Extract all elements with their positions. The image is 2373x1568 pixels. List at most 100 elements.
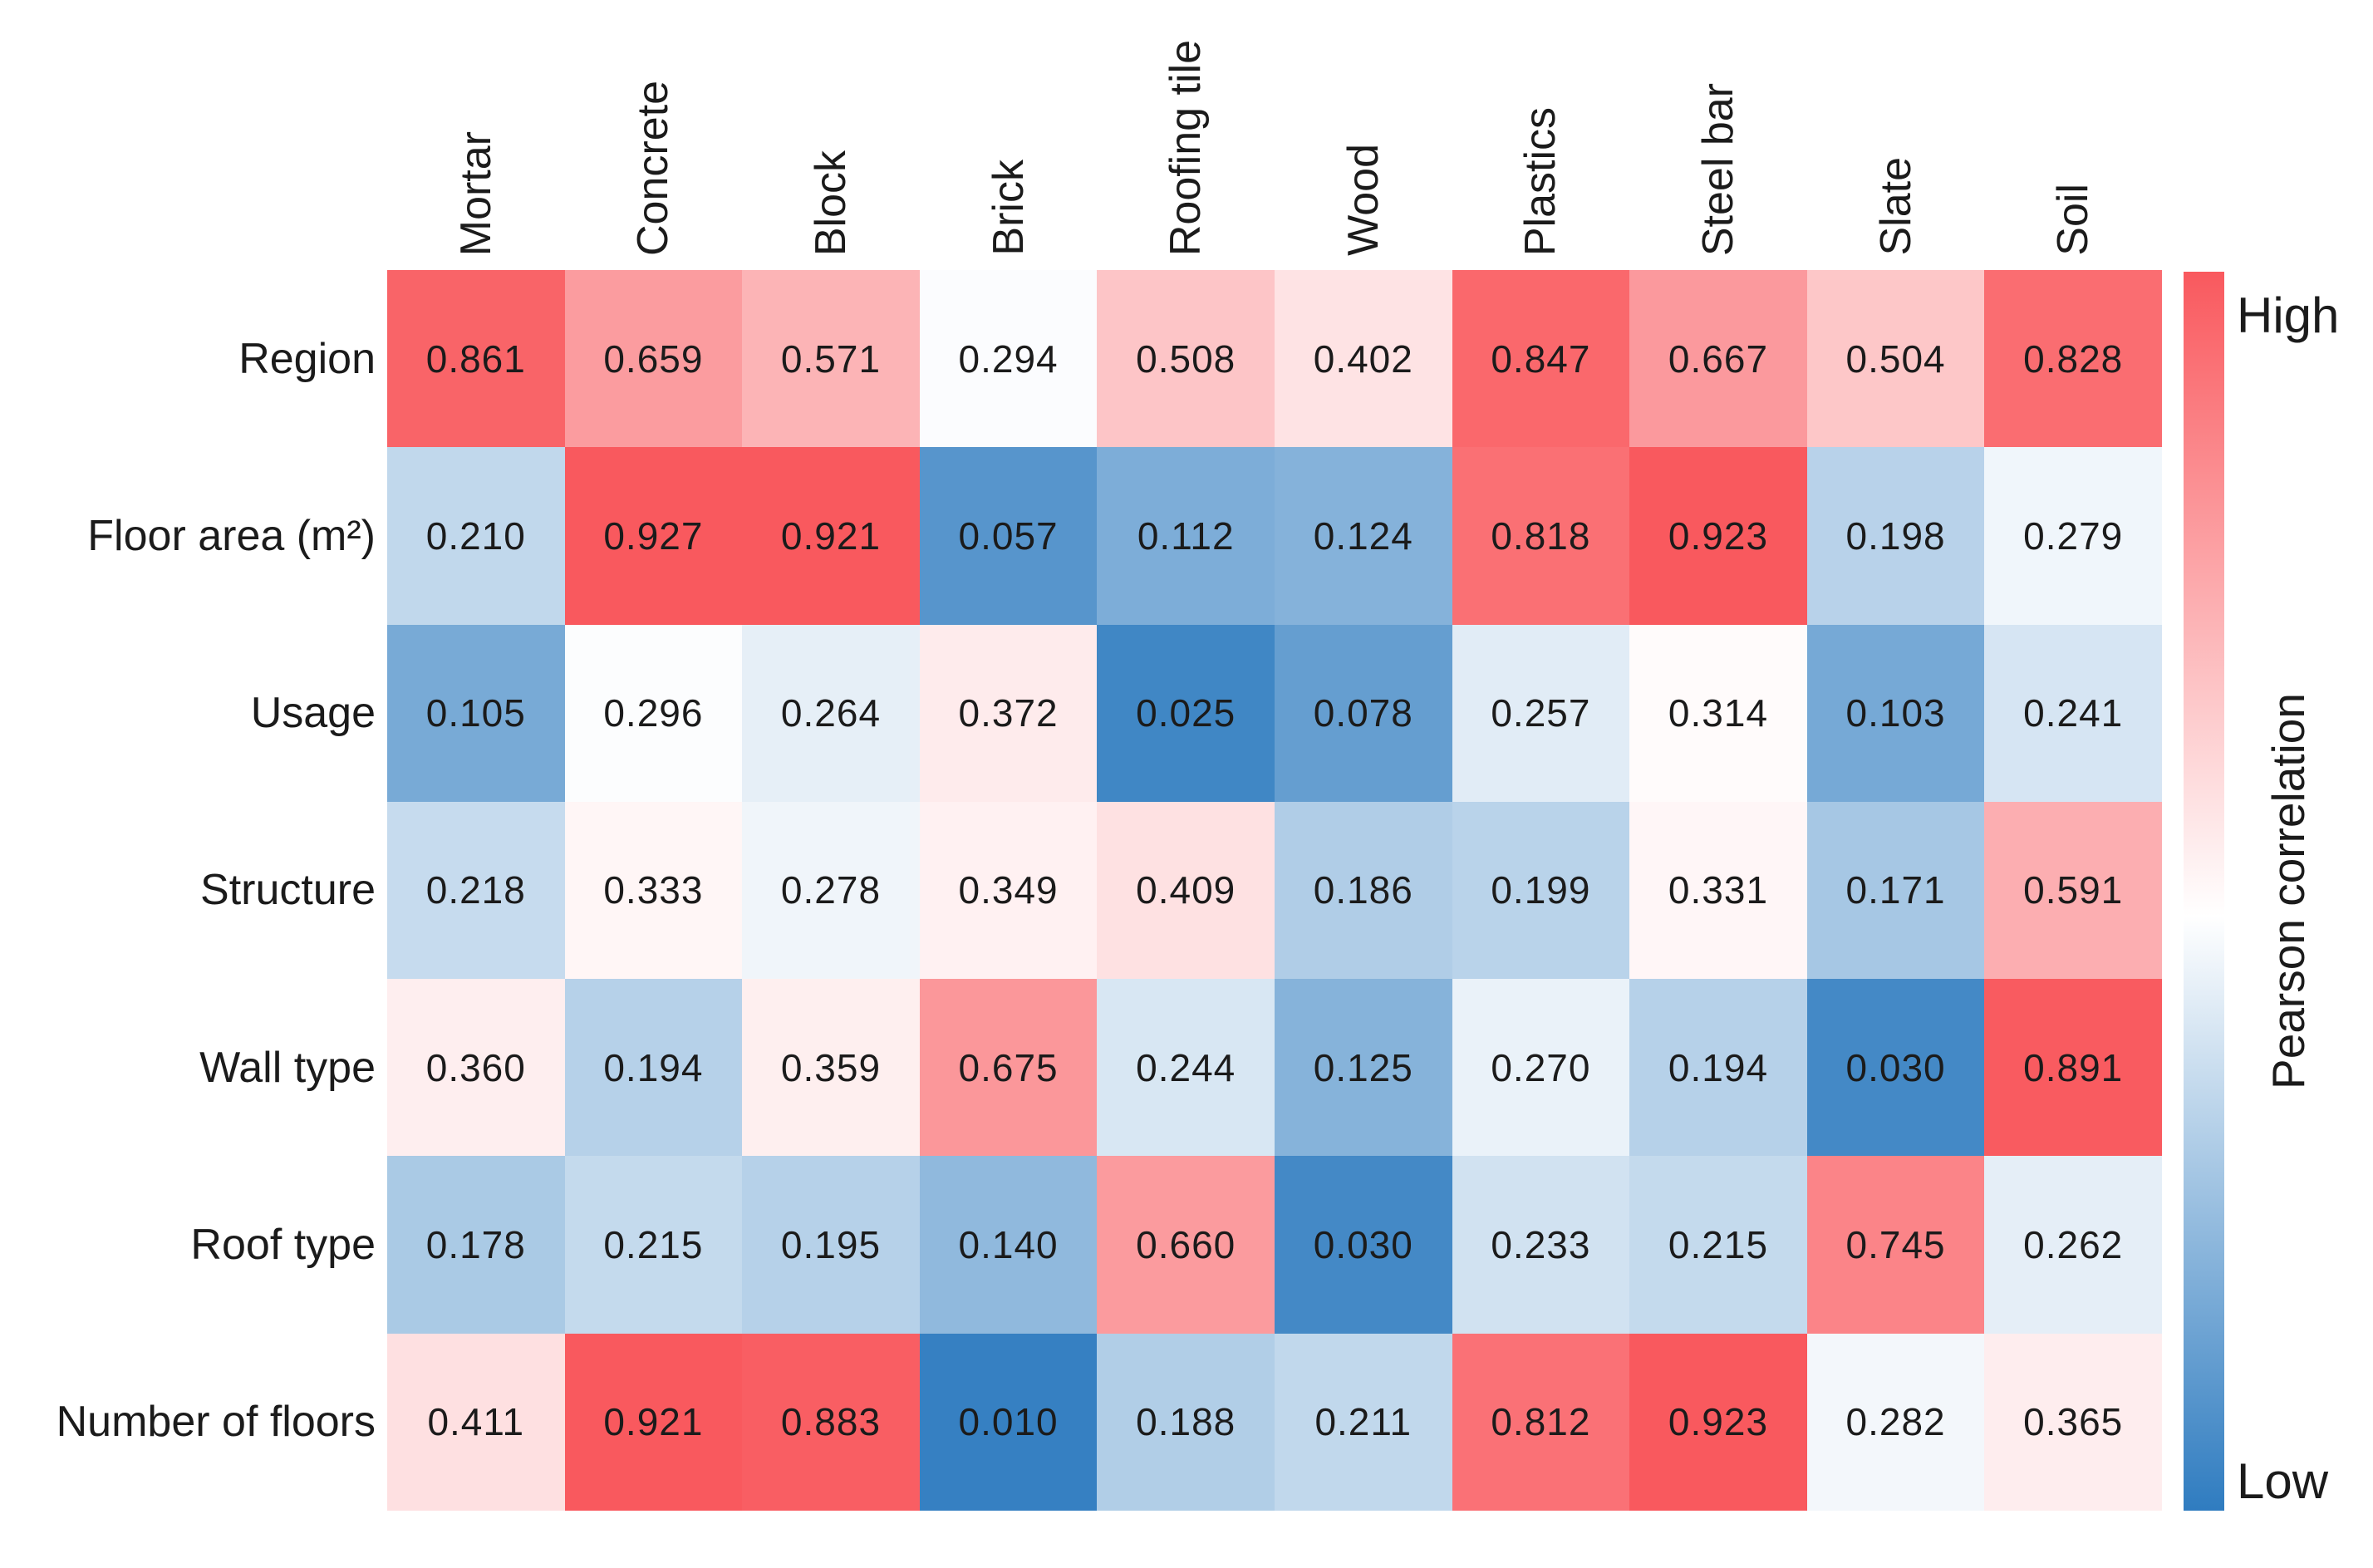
column-header: Slate [1807, 0, 1985, 264]
row-label: Roof type [190, 1221, 376, 1270]
heatmap-cell: 0.349 [919, 801, 1098, 980]
column-header: Wood [1275, 0, 1452, 264]
heatmap-cell: 0.125 [1275, 979, 1452, 1157]
colorbar-gradient [2184, 272, 2224, 1511]
colorbar-low-label: Low [2237, 1453, 2329, 1509]
heatmap-cell: 0.660 [1097, 1156, 1275, 1334]
heatmap-cell: 0.270 [1452, 979, 1630, 1157]
colorbar-axis-label-wrap: Pearson correlation [2262, 272, 2353, 1511]
column-header-text: Slate [1871, 157, 1920, 256]
heatmap-cell: 0.124 [1275, 447, 1452, 625]
heatmap-cell: 0.828 [1984, 270, 2162, 448]
column-header: Brick [920, 0, 1098, 264]
column-header-text: Soil [2049, 184, 2098, 256]
heatmap-cell: 0.279 [1984, 447, 2162, 625]
column-header-text: Plastics [1516, 106, 1565, 256]
heatmap-cell: 0.923 [1629, 447, 1807, 625]
heatmap-cell: 0.504 [1806, 270, 1985, 448]
heatmap-cell: 0.409 [1097, 801, 1275, 980]
column-header: Concrete [565, 0, 743, 264]
heatmap-cell: 0.372 [919, 624, 1098, 802]
heatmap-cell: 0.359 [742, 979, 920, 1157]
heatmap-cell: 0.178 [387, 1156, 565, 1334]
heatmap-cell: 0.818 [1452, 447, 1630, 625]
heatmap-cell: 0.411 [387, 1333, 565, 1511]
heatmap-cell: 0.861 [387, 270, 565, 448]
column-headers: Mortar Concrete Block Brick Roofing tile Wood… [387, 0, 2162, 264]
heatmap-cell: 0.331 [1629, 801, 1807, 980]
heatmap-cell: 0.030 [1275, 1156, 1452, 1334]
heatmap-cell: 0.218 [387, 801, 565, 980]
heatmap-cell: 0.195 [742, 1156, 920, 1334]
heatmap-cell: 0.188 [1097, 1333, 1275, 1511]
heatmap-cell: 0.112 [1097, 447, 1275, 625]
heatmap-cell: 0.215 [1629, 1156, 1807, 1334]
heatmap-cell: 0.025 [1097, 624, 1275, 802]
heatmap-cell: 0.402 [1275, 270, 1452, 448]
heatmap-cell: 0.282 [1806, 1333, 1985, 1511]
heatmap-cell: 0.186 [1275, 801, 1452, 980]
column-header: Mortar [387, 0, 565, 264]
column-header-text: Steel bar [1693, 82, 1742, 256]
heatmap-cell: 0.198 [1806, 447, 1985, 625]
colorbar-axis-label: Pearson correlation [2262, 693, 2314, 1089]
column-header-text: Block [806, 150, 855, 256]
row-label: Number of floors [56, 1398, 376, 1447]
column-header: Steel bar [1629, 0, 1807, 264]
heatmap-cell: 0.257 [1452, 624, 1630, 802]
column-header-text: Roofing tile [1162, 39, 1211, 256]
heatmap-cell: 0.194 [1629, 979, 1807, 1157]
heatmap-cell: 0.194 [564, 979, 743, 1157]
heatmap-cell: 0.241 [1984, 624, 2162, 802]
heatmap-cell: 0.264 [742, 624, 920, 802]
row-label: Structure [200, 866, 376, 915]
heatmap-cell: 0.030 [1806, 979, 1985, 1157]
column-header: Plastics [1452, 0, 1630, 264]
heatmap-cell: 0.927 [564, 447, 743, 625]
row-label: Usage [250, 689, 376, 738]
heatmap-cell: 0.923 [1629, 1333, 1807, 1511]
row-labels: Region Floor area (m²) Usage Structure Wall … [0, 270, 376, 1511]
heatmap-cell: 0.057 [919, 447, 1098, 625]
heatmap-cell: 0.333 [564, 801, 743, 980]
heatmap-cell: 0.210 [387, 447, 565, 625]
colorbar-high-label: High [2237, 288, 2340, 343]
heatmap-cell: 0.891 [1984, 979, 2162, 1157]
heatmap-cell: 0.365 [1984, 1333, 2162, 1511]
heatmap-cell: 0.211 [1275, 1333, 1452, 1511]
heatmap-cell: 0.140 [919, 1156, 1098, 1334]
heatmap-cell: 0.294 [919, 270, 1098, 448]
heatmap-cell: 0.360 [387, 979, 565, 1157]
column-header: Soil [1984, 0, 2162, 264]
row-label: Region [238, 334, 376, 383]
heatmap-cell: 0.199 [1452, 801, 1630, 980]
heatmap-cell: 0.675 [919, 979, 1098, 1157]
heatmap-cell: 0.659 [564, 270, 743, 448]
heatmap-cell: 0.105 [387, 624, 565, 802]
heatmap-cell: 0.571 [742, 270, 920, 448]
heatmap-cell: 0.171 [1806, 801, 1985, 980]
column-header-text: Concrete [629, 81, 678, 256]
heatmap-cell: 0.010 [919, 1333, 1098, 1511]
heatmap-cell: 0.262 [1984, 1156, 2162, 1334]
heatmap-grid: 0.861 0.659 0.571 0.294 0.508 0.402 0.847 0.667… [387, 270, 2162, 1511]
heatmap-cell: 0.103 [1806, 624, 1985, 802]
heatmap-cell: 0.233 [1452, 1156, 1630, 1334]
heatmap-cell: 0.921 [564, 1333, 743, 1511]
heatmap-cell: 0.314 [1629, 624, 1807, 802]
heatmap-cell: 0.591 [1984, 801, 2162, 980]
row-label: Wall type [199, 1043, 376, 1092]
heatmap-cell: 0.215 [564, 1156, 743, 1334]
heatmap-cell: 0.921 [742, 447, 920, 625]
heatmap-cell: 0.745 [1806, 1156, 1985, 1334]
heatmap-cell: 0.278 [742, 801, 920, 980]
heatmap-cell: 0.883 [742, 1333, 920, 1511]
row-label: Floor area (m²) [87, 511, 376, 560]
heatmap-cell: 0.508 [1097, 270, 1275, 448]
heatmap-cell: 0.296 [564, 624, 743, 802]
column-header-text: Mortar [451, 130, 500, 256]
column-header: Block [742, 0, 920, 264]
heatmap-cell: 0.812 [1452, 1333, 1630, 1511]
column-header-text: Brick [984, 160, 1033, 256]
